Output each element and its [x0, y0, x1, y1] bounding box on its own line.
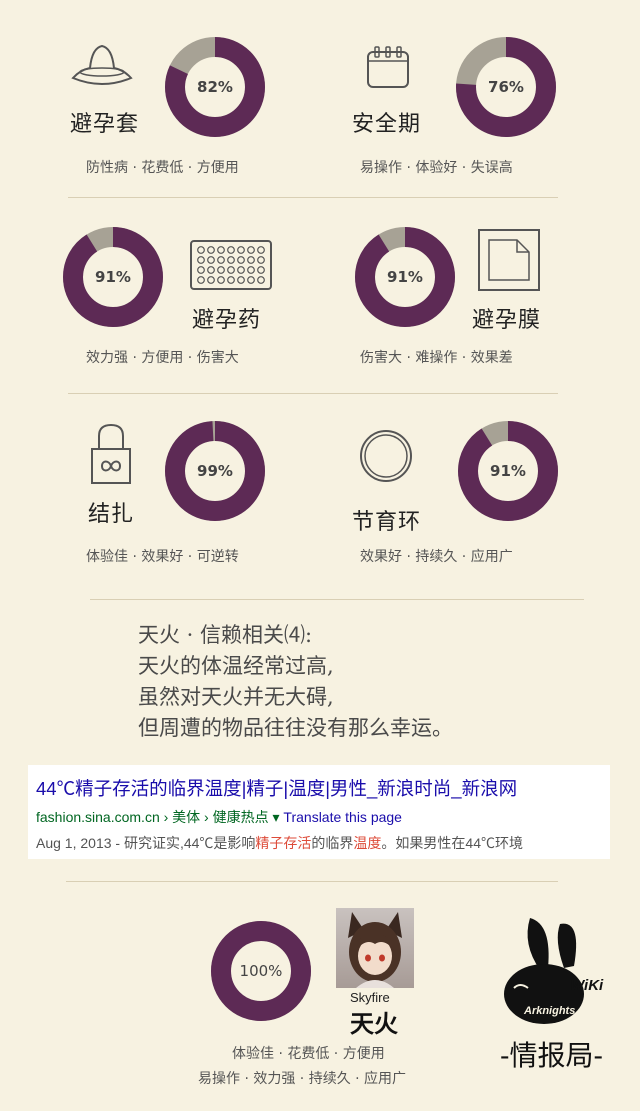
quote-line: 但周遭的物品往往没有那么幸运。 [138, 716, 453, 740]
donut-fill [458, 421, 558, 521]
search-result-url: fashion.sina.com.cn › 美体 › 健康热点 ▾ Transl… [36, 807, 402, 827]
search-result-title-link[interactable]: 44℃精子存活的临界温度|精子|温度|男性_新浪时尚_新浪网 [36, 778, 518, 799]
method-desc: 防性病 · 花费低 · 方便用 [86, 160, 239, 176]
efficacy-donut: 91% [457, 420, 559, 522]
snippet-highlight: 温度 [353, 835, 382, 851]
quote-line: 天火 · 信赖相关⑷: [138, 623, 313, 647]
snippet-text: 的临界 [311, 835, 354, 851]
ring-icon [358, 428, 414, 484]
efficacy-donut: 100% [210, 920, 312, 1022]
method-name: 结扎 [88, 502, 135, 527]
efficacy-donut: 91% [62, 226, 164, 328]
efficacy-percent: 91% [387, 268, 423, 286]
efficacy-percent: 99% [197, 462, 233, 480]
calendar-icon [365, 44, 411, 90]
donut-fill [456, 37, 556, 137]
efficacy-donut: 82% [164, 36, 266, 138]
quote-line: 天火的体温经常过高, [138, 654, 334, 678]
character-name-cn: 天火 [350, 1010, 398, 1038]
snippet-text: 。如果男性在44℃环境 [381, 835, 523, 851]
donut-fill [165, 421, 265, 521]
breadcrumb[interactable]: fashion.sina.com.cn › 美体 › 健康热点 ▾ [36, 809, 280, 825]
method-name: 节育环 [352, 510, 422, 535]
logo-wiki: WiKi [570, 977, 604, 994]
method-name: 避孕药 [192, 308, 262, 333]
efficacy-percent: 91% [95, 268, 131, 286]
translate-link[interactable]: Translate this page [283, 809, 402, 825]
method-name: 避孕套 [70, 112, 140, 137]
logo-brand: Arknights [523, 1005, 575, 1017]
method-desc: 效力强 · 方便用 · 伤害大 [86, 350, 239, 366]
character-desc: 易操作 · 效力强 · 持续久 · 应用广 [198, 1071, 407, 1087]
method-desc: 易操作 · 体验好 · 失误高 [360, 160, 513, 176]
search-result-snippet: Aug 1, 2013 - 研究证实,44℃是影响精子存活的临界温度。如果男性在… [36, 833, 610, 853]
efficacy-donut: 76% [455, 36, 557, 138]
film-icon [477, 228, 541, 292]
efficacy-percent: 82% [197, 78, 233, 96]
efficacy-donut: 91% [354, 226, 456, 328]
method-desc: 体验佳 · 效果好 · 可逆转 [86, 549, 239, 565]
condom-icon [70, 42, 134, 88]
method-name: 安全期 [352, 112, 422, 137]
profile-quote: 天火 · 信赖相关⑷: 天火的体温经常过高, 虽然对天火并无大碍, 但周遭的物品… [138, 620, 453, 744]
donut-fill [63, 227, 163, 327]
efficacy-percent: 76% [488, 78, 524, 96]
divider [66, 881, 558, 882]
method-desc: 伤害大 · 难操作 · 效果差 [360, 350, 513, 366]
donut-fill [355, 227, 455, 327]
lock-infinity-icon [90, 422, 132, 486]
divider [68, 197, 558, 198]
rabbit-logo-icon: WiKi Arknights [500, 910, 612, 1034]
pill-pack-icon [190, 240, 272, 290]
character-name-en: Skyfire [350, 990, 390, 1005]
efficacy-percent: 91% [490, 462, 526, 480]
divider [68, 393, 558, 394]
donut-fill [165, 37, 265, 137]
quote-line: 虽然对天火并无大碍, [138, 685, 334, 709]
donut-fill [211, 921, 311, 1021]
divider [90, 599, 584, 600]
search-result-card: 44℃精子存活的临界温度|精子|温度|男性_新浪时尚_新浪网 fashion.s… [28, 765, 610, 859]
logo-subtitle: -情报局- [500, 1039, 603, 1072]
method-desc: 效果好 · 持续久 · 应用广 [360, 549, 513, 565]
snippet-highlight: 精子存活 [255, 835, 312, 851]
efficacy-percent: 100% [239, 962, 283, 980]
avatar [336, 908, 414, 988]
method-name: 避孕膜 [472, 308, 542, 333]
character-desc: 体验佳 · 花费低 · 方便用 [232, 1046, 385, 1062]
snippet-text: Aug 1, 2013 - 研究证实,44℃是影响 [36, 835, 256, 851]
efficacy-donut: 99% [164, 420, 266, 522]
